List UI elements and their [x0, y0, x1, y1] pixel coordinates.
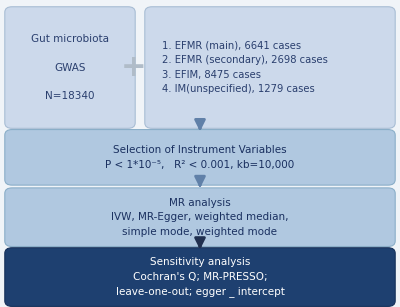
FancyBboxPatch shape: [145, 7, 395, 128]
FancyBboxPatch shape: [5, 130, 395, 185]
Text: +: +: [121, 53, 147, 82]
Text: Sensitivity analysis
Cochran's Q; MR-PRESSO;
leave-one-out; egger _ intercept: Sensitivity analysis Cochran's Q; MR-PRE…: [116, 257, 284, 297]
Text: Gut microbiota

GWAS

N=18340: Gut microbiota GWAS N=18340: [31, 34, 109, 101]
FancyBboxPatch shape: [5, 7, 135, 128]
Text: MR analysis
IVW, MR-Egger, weighted median,
simple mode, weighted mode: MR analysis IVW, MR-Egger, weighted medi…: [111, 198, 289, 237]
FancyBboxPatch shape: [5, 248, 395, 306]
Text: Selection of Instrument Variables
P < 1*10⁻⁵,   R² < 0.001, kb=10,000: Selection of Instrument Variables P < 1*…: [105, 145, 295, 169]
FancyBboxPatch shape: [5, 188, 395, 247]
Text: 1. EFMR (main), 6641 cases
2. EFMR (secondary), 2698 cases
3. EFIM, 8475 cases
4: 1. EFMR (main), 6641 cases 2. EFMR (seco…: [162, 41, 328, 94]
